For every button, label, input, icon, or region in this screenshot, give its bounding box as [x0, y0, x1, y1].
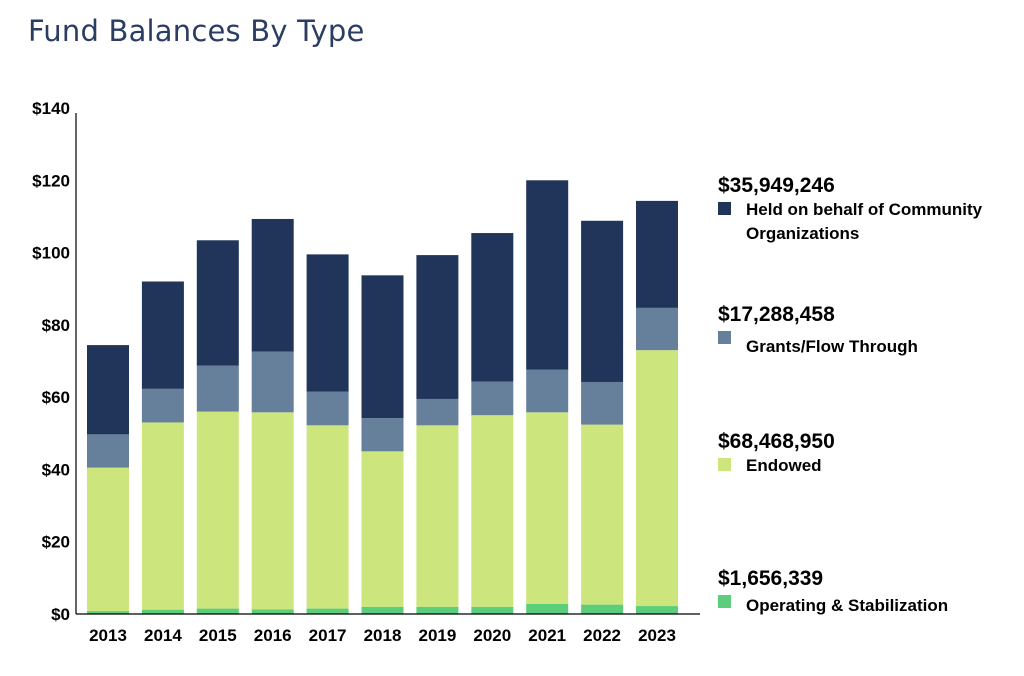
bar-2019-operating-stabilization — [416, 606, 459, 614]
legend-item-operating: $1,656,339 Operating & Stabilization — [718, 567, 948, 618]
bar-2020-grants-flow-through — [471, 381, 514, 416]
bar-2014-grants-flow-through — [141, 388, 184, 423]
bar-2018-operating-stabilization — [361, 606, 404, 614]
legend-swatch-held-on-behalf — [718, 202, 731, 215]
x-tick-label-2018: 2018 — [364, 626, 402, 645]
bar-2016-held-on-behalf-of-community-organizations — [251, 218, 294, 352]
x-tick-label-2017: 2017 — [309, 626, 347, 645]
bar-2020-endowed — [471, 415, 514, 607]
y-tick-label-80: $80 — [42, 316, 70, 335]
legend-value-grants: $17,288,458 — [718, 303, 835, 326]
bar-2014-held-on-behalf-of-community-organizations — [141, 281, 184, 389]
chart-title: Fund Balances By Type — [28, 14, 365, 48]
x-tick-label-2013: 2013 — [89, 626, 127, 645]
bar-2018-grants-flow-through — [361, 418, 404, 452]
bar-2020-held-on-behalf-of-community-organizations — [471, 233, 514, 382]
bar-2013-grants-flow-through — [87, 434, 129, 468]
y-tick-label-0: $0 — [51, 605, 70, 624]
bar-2019-endowed — [416, 425, 459, 607]
x-tick-label-2022: 2022 — [583, 626, 621, 645]
legend-item-endowed: $68,468,950 Endowed — [718, 430, 835, 478]
bar-2022-held-on-behalf-of-community-organizations — [581, 220, 624, 382]
bar-2023-endowed — [636, 350, 678, 607]
bar-2022-grants-flow-through — [581, 381, 624, 425]
bar-2021-operating-stabilization — [526, 603, 569, 614]
bar-2021-endowed — [526, 412, 569, 604]
bar-2015-endowed — [196, 411, 239, 609]
bar-2022-endowed — [581, 424, 624, 605]
x-tick-label-2023: 2023 — [638, 626, 676, 645]
bar-2014-operating-stabilization — [141, 609, 184, 614]
x-tick-label-2019: 2019 — [418, 626, 456, 645]
bar-2021-grants-flow-through — [526, 369, 569, 413]
x-tick-label-2021: 2021 — [528, 626, 566, 645]
bar-2018-held-on-behalf-of-community-organizations — [361, 275, 404, 419]
bar-2023-grants-flow-through — [636, 307, 678, 351]
bar-2023-held-on-behalf-of-community-organizations — [636, 200, 678, 308]
y-tick-label-100: $100 — [32, 244, 70, 263]
legend-value-operating: $1,656,339 — [718, 567, 824, 590]
bar-2018-endowed — [361, 451, 404, 607]
bar-2013-endowed — [87, 467, 129, 612]
y-tick-label-20: $20 — [42, 533, 70, 552]
bar-2022-operating-stabilization — [581, 604, 624, 614]
bar-2016-endowed — [251, 412, 294, 610]
y-tick-label-40: $40 — [42, 460, 70, 479]
x-tick-label-2014: 2014 — [144, 626, 182, 645]
legend-swatch-operating — [718, 595, 731, 608]
x-axis-ticks: 2013 2014 2015 2016 2017 2018 2019 2020 2021 2022… — [89, 626, 676, 645]
y-tick-label-140: $140 — [32, 99, 70, 118]
y-tick-label-60: $60 — [42, 388, 70, 407]
legend-label-grants: Grants/Flow Through — [746, 337, 918, 356]
bars-group — [87, 180, 678, 614]
legend-swatch-endowed — [718, 458, 731, 471]
bar-2015-operating-stabilization — [196, 608, 239, 614]
legend-swatch-grants — [718, 331, 731, 344]
bar-2014-endowed — [141, 422, 184, 610]
bar-2017-held-on-behalf-of-community-organizations — [306, 254, 349, 392]
legend-item-held-on-behalf: $35,949,246 Held on behalf of Community … — [718, 174, 1006, 246]
legend-label-held-on-behalf: Held on behalf of Community Organization… — [746, 200, 983, 243]
bar-2019-grants-flow-through — [416, 398, 459, 426]
bar-2016-grants-flow-through — [251, 351, 294, 413]
bar-2015-grants-flow-through — [196, 365, 239, 412]
legend-label-endowed: Endowed — [746, 456, 822, 475]
bar-2017-grants-flow-through — [306, 391, 349, 426]
bar-2021-held-on-behalf-of-community-organizations — [526, 180, 569, 370]
bar-2017-endowed — [306, 425, 349, 609]
legend-item-grants: $17,288,458 Grants/Flow Through — [718, 303, 918, 359]
y-tick-label-120: $120 — [32, 171, 70, 190]
x-tick-label-2015: 2015 — [199, 626, 237, 645]
bar-2013-held-on-behalf-of-community-organizations — [87, 345, 129, 435]
bar-2020-operating-stabilization — [471, 606, 514, 614]
bar-2013-operating-stabilization — [87, 611, 129, 614]
bar-2015-held-on-behalf-of-community-organizations — [196, 240, 239, 366]
legend-value-endowed: $68,468,950 — [718, 430, 835, 453]
bar-2017-operating-stabilization — [306, 608, 349, 614]
bar-2019-held-on-behalf-of-community-organizations — [416, 255, 459, 399]
legend-label-operating: Operating & Stabilization — [746, 596, 949, 615]
bar-2023-operating-stabilization — [636, 606, 678, 614]
bar-2016-operating-stabilization — [251, 609, 294, 614]
legend-value-held-on-behalf: $35,949,246 — [718, 174, 835, 197]
y-axis-ticks: $0 $20 $40 $60 $80 $100 $120 $140 — [32, 99, 70, 624]
x-tick-label-2020: 2020 — [473, 626, 511, 645]
x-tick-label-2016: 2016 — [254, 626, 292, 645]
